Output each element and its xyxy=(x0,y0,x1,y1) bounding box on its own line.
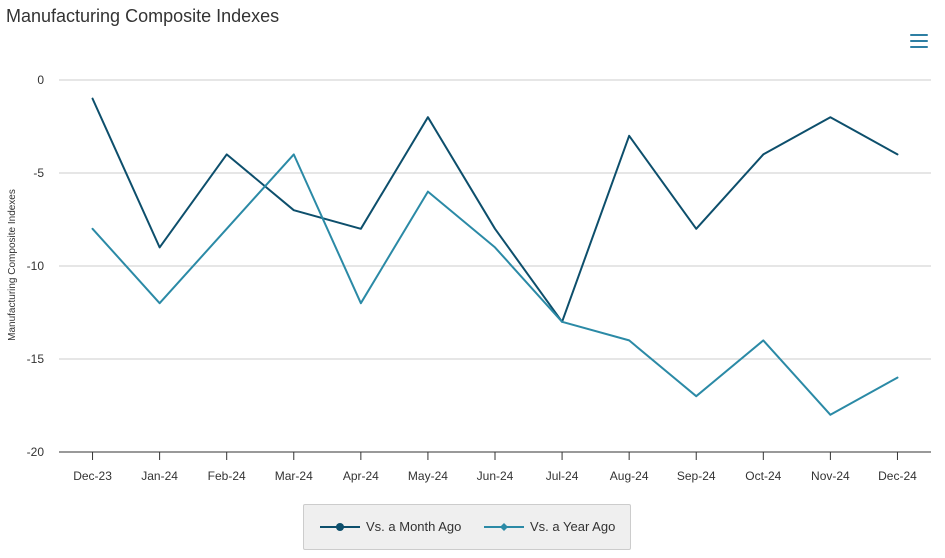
y-tick-labels: 0 -5 -10 -15 -20 xyxy=(27,73,45,459)
line-chart: 0 -5 -10 -15 -20 Dec-23 Jan-24 Feb-24 Mar-24 Apr… xyxy=(7,73,931,483)
data-point-0-5[interactable] xyxy=(422,111,434,123)
data-point-1-7[interactable] xyxy=(556,316,568,328)
x-tick-label: Dec-24 xyxy=(878,469,917,483)
data-point-0-2[interactable] xyxy=(221,148,233,160)
data-point-0-10[interactable] xyxy=(757,148,769,160)
data-point-1-12[interactable] xyxy=(891,372,903,384)
legend-marker-year-ago xyxy=(484,522,524,531)
data-point-1-0[interactable] xyxy=(87,223,99,235)
x-tick-label: Mar-24 xyxy=(275,469,313,483)
legend: Vs. a Month Ago Vs. a Year Ago xyxy=(303,504,631,550)
data-point-0-3[interactable] xyxy=(288,204,300,216)
x-tick-label: Sep-24 xyxy=(677,469,716,483)
x-tick-label: Jul-24 xyxy=(546,469,579,483)
x-tick-label: Jan-24 xyxy=(141,469,178,483)
data-point-0-11[interactable] xyxy=(824,111,836,123)
x-tick-label: Feb-24 xyxy=(208,469,246,483)
axes xyxy=(59,451,931,460)
y-tick-label: 0 xyxy=(37,73,44,87)
data-point-1-3[interactable] xyxy=(288,148,300,160)
x-tick-label: Dec-23 xyxy=(73,469,112,483)
legend-label-month-ago: Vs. a Month Ago xyxy=(366,519,462,534)
data-point-1-4[interactable] xyxy=(355,297,367,309)
data-point-0-6[interactable] xyxy=(489,223,501,235)
data-point-1-2[interactable] xyxy=(221,223,233,235)
data-point-0-8[interactable] xyxy=(623,130,635,142)
data-point-0-12[interactable] xyxy=(891,148,903,160)
x-tick-label: Oct-24 xyxy=(745,469,781,483)
data-point-0-9[interactable] xyxy=(690,223,702,235)
data-point-1-8[interactable] xyxy=(623,334,635,346)
data-point-1-9[interactable] xyxy=(690,390,702,402)
data-point-0-4[interactable] xyxy=(355,223,367,235)
y-axis-label: Manufacturing Composite Indexes xyxy=(7,189,18,341)
legend-marker-month-ago xyxy=(320,522,360,531)
data-point-1-10[interactable] xyxy=(757,334,769,346)
data-point-1-1[interactable] xyxy=(154,297,166,309)
x-tick-label: Jun-24 xyxy=(477,469,514,483)
series-line-0[interactable] xyxy=(91,97,899,323)
y-tick-label: -5 xyxy=(33,166,44,180)
x-tick-label: May-24 xyxy=(408,469,448,483)
x-tick-label: Apr-24 xyxy=(343,469,379,483)
data-point-0-1[interactable] xyxy=(154,241,166,253)
chart-title: Manufacturing Composite Indexes xyxy=(6,6,280,26)
data-point-0-0[interactable] xyxy=(87,93,99,105)
series-lines xyxy=(87,93,903,421)
y-tick-label: -20 xyxy=(27,445,45,459)
grid-lines xyxy=(59,79,931,360)
legend-item-month-ago[interactable]: Vs. a Month Ago xyxy=(320,519,461,534)
data-point-1-5[interactable] xyxy=(422,186,434,198)
hamburger-menu-icon[interactable] xyxy=(910,34,928,48)
legend-label-year-ago: Vs. a Year Ago xyxy=(530,519,616,534)
x-tick-labels: Dec-23 Jan-24 Feb-24 Mar-24 Apr-24 May-24 Jun-… xyxy=(73,469,917,483)
x-tick-label: Aug-24 xyxy=(610,469,649,483)
x-tick-label: Nov-24 xyxy=(811,469,850,483)
legend-item-year-ago[interactable]: Vs. a Year Ago xyxy=(484,519,615,534)
y-tick-label: -10 xyxy=(27,259,45,273)
y-tick-label: -15 xyxy=(27,352,45,366)
data-point-1-11[interactable] xyxy=(824,409,836,421)
data-point-1-6[interactable] xyxy=(489,241,501,253)
series-line-1[interactable] xyxy=(91,153,899,416)
